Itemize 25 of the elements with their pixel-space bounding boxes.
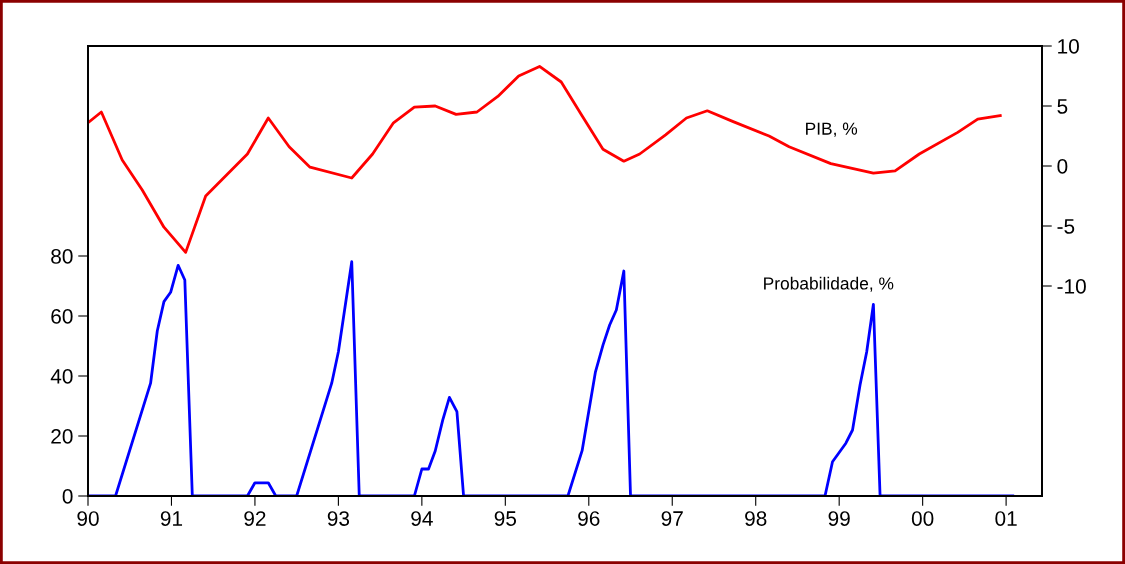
x-tick-label: 93: [327, 511, 350, 526]
x-tick-label: 01: [995, 511, 1017, 526]
line-series: [88, 65, 1002, 254]
x-tick-label: 96: [578, 511, 600, 526]
y-tick-label: 40: [50, 369, 73, 384]
x-tick-label: 94: [411, 511, 433, 526]
x-tick-label: 97: [661, 511, 683, 526]
y2-tick-label: -5: [1057, 219, 1075, 234]
y-tick-label: 80: [51, 249, 73, 264]
y-tick-label: 60: [51, 309, 73, 324]
y2-tick-label: -10: [1057, 279, 1086, 294]
series-label: Probabilidade, %: [764, 276, 894, 292]
y-tick-label: 20: [51, 429, 73, 444]
x-tick-label: 95: [494, 511, 517, 526]
x-tick-label: 99: [828, 511, 850, 526]
x-tick-label: 91: [160, 511, 183, 526]
y-tick-label: 0: [62, 489, 73, 504]
y2-tick-label: 0: [1057, 159, 1068, 174]
x-tick-label: 92: [244, 511, 266, 526]
series-label: PIB, %: [806, 122, 858, 137]
y2-tick-label: 10: [1058, 39, 1079, 54]
x-tick-label: 98: [745, 511, 767, 526]
x-tick-label: 00: [911, 511, 934, 526]
y2-tick-label: 5: [1057, 99, 1068, 114]
x-tick-label: 90: [77, 511, 99, 526]
